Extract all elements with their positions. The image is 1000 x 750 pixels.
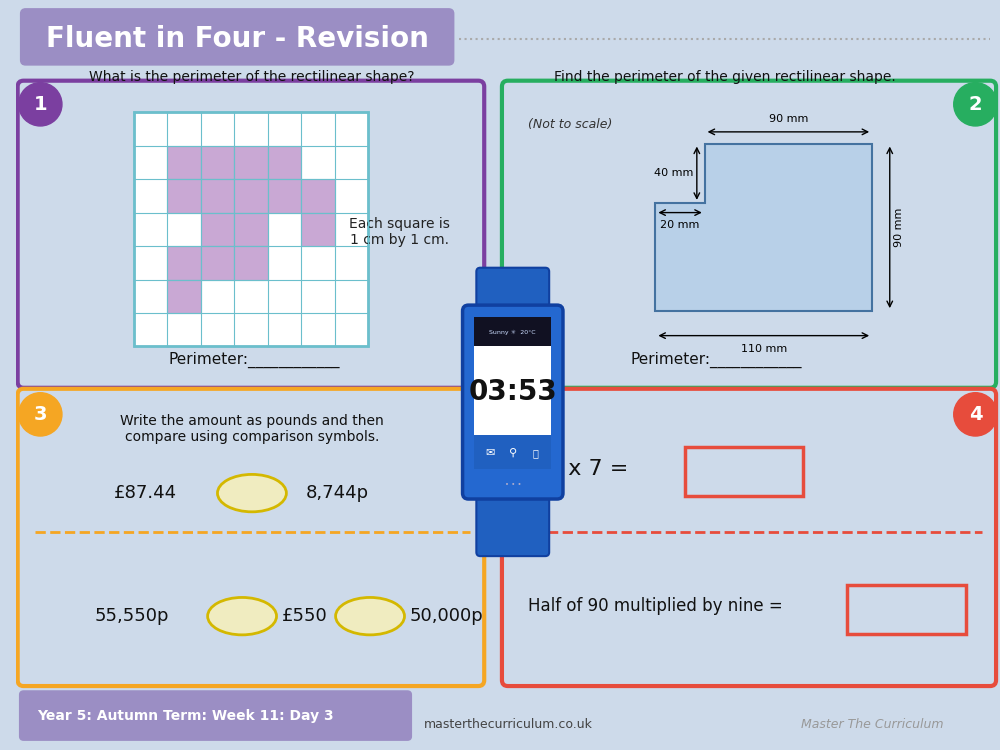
Circle shape [19, 393, 62, 436]
FancyBboxPatch shape [476, 268, 549, 320]
Ellipse shape [217, 475, 286, 512]
Bar [268, 146, 301, 179]
FancyBboxPatch shape [502, 388, 996, 686]
Text: 55,550p: 55,550p [94, 608, 169, 625]
Text: 👤: 👤 [532, 448, 538, 458]
Text: 20 mm: 20 mm [660, 220, 700, 230]
Text: 50,000p: 50,000p [409, 608, 483, 625]
Bar [847, 585, 966, 634]
Text: 3 x 7 =: 3 x 7 = [547, 458, 629, 478]
Bar [234, 179, 268, 212]
FancyBboxPatch shape [476, 494, 549, 556]
Bar [234, 212, 268, 246]
Text: Perimeter:____________: Perimeter:____________ [631, 352, 802, 368]
Bar [167, 280, 201, 313]
Ellipse shape [208, 598, 277, 634]
Text: masterthecurriculum.co.uk: masterthecurriculum.co.uk [423, 718, 592, 731]
FancyBboxPatch shape [18, 81, 484, 388]
Text: 110 mm: 110 mm [741, 344, 787, 355]
FancyBboxPatch shape [18, 388, 484, 686]
FancyBboxPatch shape [463, 305, 563, 499]
Bar [474, 346, 551, 435]
Bar [167, 179, 201, 212]
FancyBboxPatch shape [21, 9, 454, 65]
Bar [234, 246, 268, 280]
Circle shape [19, 82, 62, 126]
Bar [234, 146, 268, 179]
Text: (Not to scale): (Not to scale) [528, 118, 612, 130]
Text: 1: 1 [33, 94, 47, 114]
Text: Perimeter:____________: Perimeter:____________ [168, 352, 340, 368]
Text: 3: 3 [34, 405, 47, 424]
Bar [167, 146, 201, 179]
Text: 40 mm: 40 mm [654, 168, 693, 178]
Text: Year 5: Autumn Term: Week 11: Day 3: Year 5: Autumn Term: Week 11: Day 3 [37, 709, 334, 722]
FancyBboxPatch shape [502, 81, 996, 388]
Bar [685, 447, 803, 496]
Text: What is the perimeter of the rectilinear shape?: What is the perimeter of the rectilinear… [89, 70, 415, 84]
Text: 03:53: 03:53 [468, 378, 557, 406]
Text: Fluent in Four - Revision: Fluent in Four - Revision [46, 26, 429, 53]
Bar [201, 212, 234, 246]
Text: £550: £550 [281, 608, 327, 625]
Bar [201, 179, 234, 212]
Text: 2: 2 [969, 94, 982, 114]
Text: • • •: • • • [505, 482, 521, 488]
Text: Half of 90 multiplied by nine =: Half of 90 multiplied by nine = [528, 597, 782, 615]
Bar [268, 179, 301, 212]
Bar [301, 212, 335, 246]
Text: Each square is
1 cm by 1 cm.: Each square is 1 cm by 1 cm. [349, 217, 450, 248]
Bar [474, 435, 551, 470]
Text: 4: 4 [969, 405, 982, 424]
Text: Master The Curriculum: Master The Curriculum [801, 718, 943, 731]
Bar [201, 146, 234, 179]
Ellipse shape [336, 598, 404, 634]
Text: £87.44: £87.44 [114, 484, 177, 502]
Bar [474, 317, 551, 346]
Text: 8,744p: 8,744p [306, 484, 369, 502]
Bar [134, 112, 368, 346]
Bar [167, 246, 201, 280]
Text: ✉: ✉ [485, 448, 495, 458]
Circle shape [954, 393, 997, 436]
Bar [201, 246, 234, 280]
Text: Find the perimeter of the given rectilinear shape.: Find the perimeter of the given rectilin… [554, 70, 895, 84]
Text: 90 mm: 90 mm [894, 208, 904, 247]
FancyBboxPatch shape [20, 691, 411, 740]
Text: ⚲: ⚲ [509, 448, 517, 458]
Text: Sunny ☼  20°C: Sunny ☼ 20°C [489, 330, 536, 335]
Text: Write the amount as pounds and then
compare using comparison symbols.: Write the amount as pounds and then comp… [120, 414, 384, 444]
Polygon shape [655, 144, 872, 311]
Text: 90 mm: 90 mm [769, 114, 808, 124]
Circle shape [954, 82, 997, 126]
Bar [301, 179, 335, 212]
